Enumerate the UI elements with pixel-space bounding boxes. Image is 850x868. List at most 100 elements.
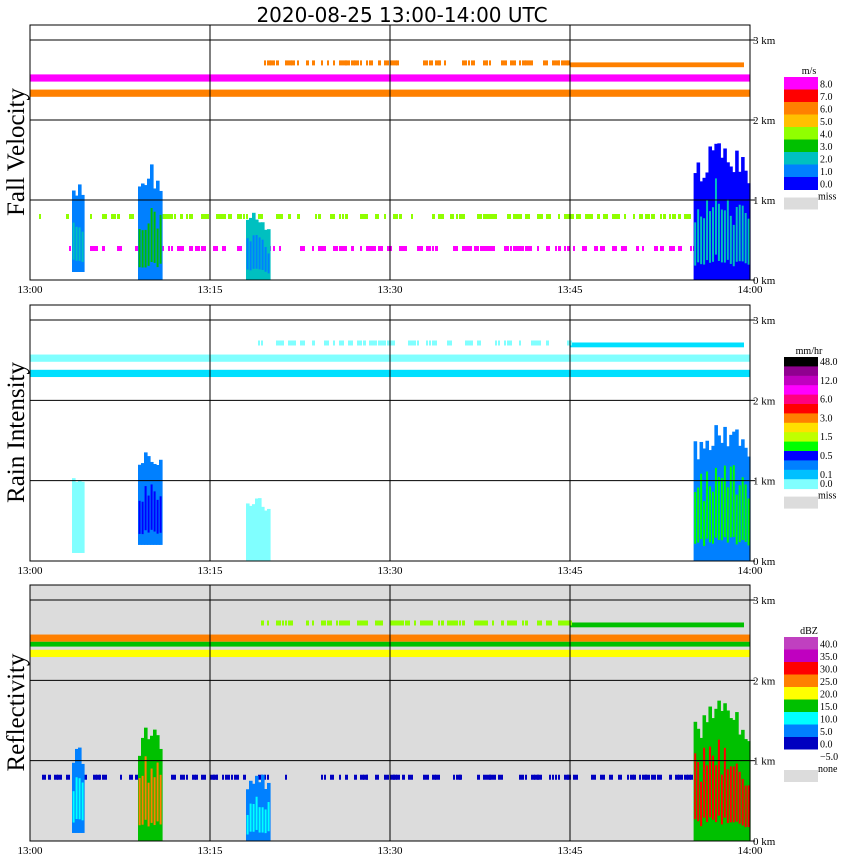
legend-label: 8.0	[820, 80, 833, 91]
echo-dot	[99, 774, 101, 780]
echo-dot	[390, 774, 395, 780]
echo-dot	[537, 620, 542, 626]
echo-dot	[459, 214, 462, 219]
legend-label: 15.0	[820, 702, 838, 713]
echo-cell-core	[714, 765, 717, 823]
echo-dot	[675, 774, 679, 780]
echo-cell-core	[153, 777, 156, 826]
echo-dot	[492, 246, 495, 251]
echo-dot	[42, 774, 46, 780]
echo-cell-core	[249, 803, 252, 832]
legend-label: 10.0	[820, 715, 838, 726]
y-tick-label: 0 km	[753, 836, 776, 848]
echo-dot	[258, 774, 263, 780]
echo-cell-core	[741, 477, 744, 541]
echo-cell-core	[156, 228, 159, 268]
echo-dot	[393, 774, 397, 780]
legend-label: 40.0	[820, 640, 838, 651]
echo-cell-core	[712, 755, 714, 820]
echo-dot	[384, 774, 389, 780]
echo-dot	[453, 774, 455, 780]
legend-unit: dBZ	[800, 626, 818, 637]
echo-dot	[648, 214, 650, 219]
echo-cell-core	[144, 229, 147, 268]
legend-swatch	[784, 441, 818, 452]
echo-dot	[279, 620, 281, 626]
echo-dot	[414, 620, 416, 626]
echo-dot	[645, 774, 650, 780]
echo-dot	[612, 246, 616, 251]
echo-dot	[396, 620, 399, 626]
echo-dot	[408, 774, 411, 780]
echo-dot	[261, 340, 263, 346]
echo-cell-core	[141, 501, 144, 535]
echo-cell-core	[147, 782, 150, 827]
echo-dot	[276, 214, 280, 219]
legend-swatch	[784, 699, 818, 713]
echo-dot	[186, 214, 188, 219]
echo-cell-core	[255, 528, 258, 553]
echo-dot	[66, 214, 69, 219]
echo-cell-core	[72, 511, 75, 543]
echo-dot	[504, 246, 509, 251]
echo-dot	[429, 340, 431, 346]
echo-dot	[372, 246, 376, 251]
echo-cell-core	[723, 747, 726, 818]
echo-dot	[426, 620, 429, 626]
echo-dot	[195, 246, 200, 251]
echo-dot	[528, 214, 530, 219]
echo-dot	[483, 774, 486, 780]
echo-dot	[453, 246, 458, 251]
echo-dot	[117, 214, 120, 219]
echo-dot	[288, 620, 293, 626]
echo-dot	[330, 620, 332, 626]
echo-dot	[369, 60, 373, 66]
echo-dot	[438, 214, 442, 219]
echo-dot	[498, 774, 503, 780]
echo-dot	[477, 620, 480, 626]
legend-label: 12.0	[820, 376, 838, 387]
echo-cell-core	[261, 807, 264, 833]
echo-dot	[339, 246, 342, 251]
echo-dot	[360, 620, 363, 626]
echo-dot	[342, 620, 346, 626]
echo-dot	[507, 214, 511, 219]
legend-missing-swatch	[784, 770, 818, 782]
echo-cell-core	[732, 766, 735, 823]
echo-dot	[60, 774, 62, 780]
echo-dot	[348, 620, 350, 626]
echo-dot	[555, 774, 557, 780]
echo-cell-core	[156, 499, 159, 534]
echo-dot	[48, 774, 51, 780]
echo-dot	[375, 214, 379, 219]
echo-dot	[588, 214, 593, 219]
legend-swatch	[784, 422, 818, 433]
echo-dot	[312, 60, 315, 66]
echo-dot	[369, 340, 374, 346]
echo-dot	[486, 60, 488, 66]
echo-cell-core	[261, 239, 264, 270]
echo-dot	[435, 60, 440, 66]
echo-dot	[678, 214, 681, 219]
y-tick-label: 3 km	[753, 595, 776, 607]
legend-swatch	[784, 139, 818, 153]
echo-dot	[222, 774, 224, 780]
echo-dot	[351, 246, 354, 251]
x-tick-label: 13:30	[377, 284, 403, 296]
echo-dot	[297, 214, 300, 219]
echo-dot	[384, 60, 389, 66]
legend-label: 1.0	[820, 167, 833, 178]
echo-dot	[465, 340, 469, 346]
echo-dot	[213, 246, 218, 251]
echo-dot	[339, 214, 341, 219]
echo-dot	[567, 246, 570, 251]
echo-cell-core	[729, 215, 732, 264]
echo-dot	[456, 620, 458, 626]
echo-dot	[285, 620, 287, 626]
echo-dot	[489, 214, 492, 219]
echo-dot	[231, 774, 233, 780]
echo-cell-core	[141, 775, 144, 825]
legend-label: 20.0	[820, 690, 838, 701]
echo-dot	[285, 60, 288, 66]
echo-dot	[390, 620, 395, 626]
